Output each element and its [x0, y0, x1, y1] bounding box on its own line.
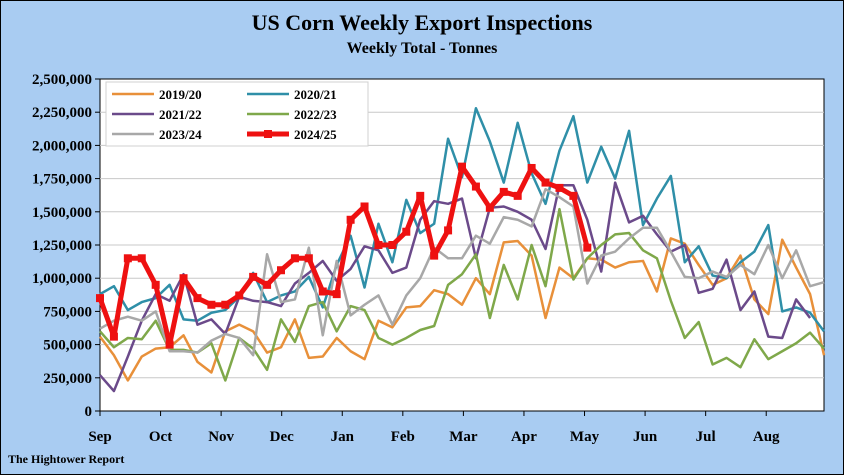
series-point-2024-25 — [583, 243, 592, 252]
series-point-2024-25 — [402, 227, 411, 236]
series-line-2023-24 — [99, 187, 825, 357]
legend-label-2023-24: 2023/24 — [159, 127, 202, 142]
series-point-2024-25 — [96, 294, 104, 303]
series-point-2024-25 — [332, 290, 341, 299]
series-point-2024-25 — [527, 163, 536, 172]
x-tick-label: Oct — [149, 429, 172, 445]
chart-title: US Corn Weekly Export Inspections — [252, 10, 593, 35]
y-tick-label: 0 — [85, 404, 93, 420]
series-point-2024-25 — [193, 294, 202, 303]
series-point-2024-25 — [263, 280, 272, 289]
series-point-2024-25 — [346, 215, 355, 224]
x-tick-label: Nov — [208, 429, 234, 445]
x-tick-label: Dec — [270, 429, 294, 445]
series-point-2024-25 — [165, 340, 174, 349]
series-point-2024-25 — [471, 182, 480, 191]
series-point-2024-25 — [235, 291, 244, 300]
legend-label-2021-22: 2021/22 — [159, 107, 202, 122]
y-tick-label: 250,000 — [43, 371, 92, 387]
x-tick-label: Sep — [88, 429, 111, 445]
x-tick-label: Jan — [331, 429, 355, 445]
series-point-2024-25 — [179, 274, 188, 283]
x-tick-label: Mar — [449, 429, 478, 445]
y-tick-label: 2,500,000 — [32, 72, 92, 88]
x-tick-label: Jun — [633, 429, 658, 445]
footer-source: The Hightower Report — [8, 452, 124, 466]
legend-marker-2024-25 — [264, 130, 272, 138]
y-tick-label: 2,000,000 — [32, 138, 92, 154]
x-tick-label: Jul — [696, 429, 716, 445]
y-tick-label: 1,750,000 — [32, 172, 92, 188]
series-point-2024-25 — [221, 300, 230, 309]
y-tick-label: 2,250,000 — [32, 105, 92, 121]
chart-subtitle: Weekly Total - Tonnes — [347, 40, 498, 57]
series-point-2024-25 — [388, 241, 397, 249]
series-point-2024-25 — [458, 162, 466, 171]
series-line-2019-20 — [98, 237, 826, 382]
series-point-2024-25 — [151, 280, 160, 289]
series-point-2024-25 — [499, 187, 508, 196]
series-point-2024-25 — [123, 254, 132, 263]
series-point-2024-25 — [318, 287, 327, 296]
x-tick-label: Aug — [753, 429, 780, 445]
series-point-2024-25 — [430, 251, 439, 260]
series-point-2024-25 — [416, 191, 425, 200]
series-point-2024-25 — [304, 254, 313, 263]
x-tick-label: Apr — [511, 429, 537, 445]
y-axis-ticks: 0 250,000 500,000 750,000 1,000,000 1,250,000… — [32, 72, 100, 420]
series-lines — [96, 106, 826, 393]
legend-label-2024-25: 2024/25 — [294, 127, 337, 142]
series-point-2024-25 — [555, 183, 564, 192]
y-tick-label: 750,000 — [43, 304, 92, 320]
legend: 2019/20 2020/21 2021/22 2022/23 2023/24 2024/… — [105, 81, 369, 147]
series-point-2024-25 — [249, 272, 258, 281]
series-point-2024-25 — [569, 191, 578, 200]
series-point-2024-25 — [374, 241, 383, 249]
series-point-2024-25 — [109, 332, 118, 341]
series-point-2024-25 — [541, 178, 550, 187]
series-line-2022-23 — [99, 207, 825, 382]
x-axis-ticks: Sep Oct Nov Dec Jan Feb Mar Apr May Jun Jul Aug — [88, 411, 780, 445]
y-tick-label: 500,000 — [43, 338, 92, 354]
x-tick-label: Feb — [391, 429, 415, 445]
series-point-2024-25 — [485, 203, 494, 212]
series-point-2024-25 — [360, 202, 369, 211]
series-point-2024-25 — [277, 266, 285, 275]
series-point-2024-25 — [290, 254, 299, 263]
legend-label-2020-21: 2020/21 — [294, 87, 337, 102]
y-tick-label: 1,500,000 — [32, 205, 92, 221]
legend-label-2019-20: 2019/20 — [159, 87, 202, 102]
x-tick-label: May — [570, 429, 600, 445]
series-point-2024-25 — [207, 300, 216, 309]
y-tick-label: 1,000,000 — [32, 271, 92, 287]
series-point-2024-25 — [513, 191, 522, 200]
series-point-2024-25 — [444, 226, 453, 235]
series-point-2024-25 — [137, 254, 146, 263]
y-tick-label: 1,250,000 — [32, 238, 92, 254]
legend-label-2022-23: 2022/23 — [294, 107, 337, 122]
